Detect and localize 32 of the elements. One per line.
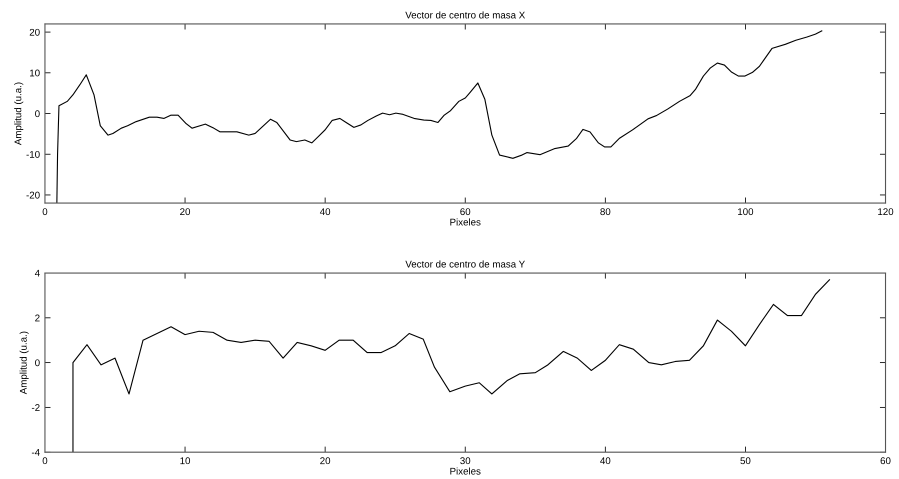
x-tick-label: 60 [460, 208, 470, 216]
y-tick-label: 0 [35, 110, 40, 118]
x-axis-title: Pixeles [450, 218, 481, 226]
x-tick-label: 20 [180, 208, 190, 216]
chart-title: Vector de centro de masa X [405, 11, 526, 18]
y-tick-label: -10 [26, 150, 40, 158]
y-tick-label: 0 [35, 359, 40, 366]
x-tick-label: 0 [42, 457, 48, 464]
x-tick-label: 40 [600, 457, 610, 464]
y-tick-label: -4 [32, 449, 40, 456]
x-tick-label: 40 [320, 208, 330, 216]
y-axis-title: Amplitud (u.a.) [20, 332, 29, 394]
x-tick-label: 80 [600, 208, 610, 216]
x-tick-label: 100 [738, 208, 754, 216]
x-axis-title: Pixeles [450, 467, 481, 475]
y-tick-label: 2 [35, 314, 40, 322]
x-tick-label: 0 [42, 208, 48, 216]
y-tick-label: -2 [32, 404, 40, 411]
x-tick-label: 20 [320, 457, 330, 464]
x-tick-label: 10 [180, 457, 190, 464]
x-tick-label: 120 [878, 208, 894, 216]
x-tick-label: 50 [740, 457, 750, 464]
line-series [72, 279, 830, 452]
y-tick-label: 4 [34, 270, 40, 277]
y-tick-label: 20 [30, 28, 40, 36]
y-tick-label: -20 [26, 192, 40, 199]
x-tick-label: 30 [460, 457, 470, 464]
y-axis-title: Amplitud (u.a.) [14, 82, 24, 146]
x-tick-label: 60 [880, 457, 891, 464]
y-tick-label: 10 [30, 70, 40, 76]
chart-title: Vector de centro de masa Y [405, 260, 525, 268]
line-series [56, 30, 822, 204]
